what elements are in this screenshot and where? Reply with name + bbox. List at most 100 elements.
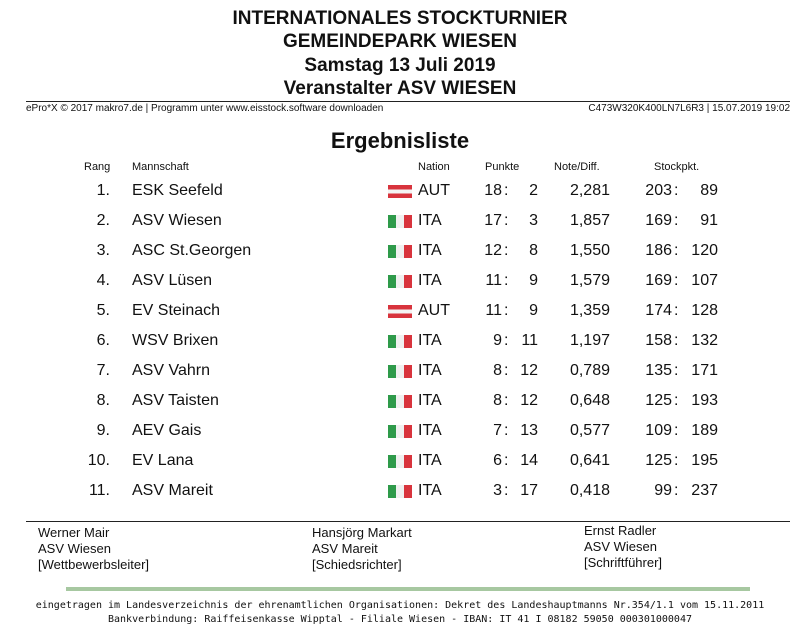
signature-club: ASV Mareit bbox=[312, 541, 378, 556]
points-won-cell: 11 bbox=[485, 272, 502, 289]
points-separator: : bbox=[504, 242, 509, 259]
stock-separator: : bbox=[674, 302, 679, 319]
team-cell: ASV Taisten bbox=[132, 392, 219, 409]
team-cell: ASV Wiesen bbox=[132, 212, 222, 229]
rank-cell: 10. bbox=[87, 452, 110, 469]
footer-registration: eingetragen im Landesverzeichnis der ehr… bbox=[35, 600, 765, 611]
rank-cell: 6. bbox=[96, 332, 110, 349]
signature-block-1: Werner Mair ASV Wiesen [Wettbewerbsleite… bbox=[38, 525, 149, 573]
points-separator: : bbox=[504, 362, 509, 379]
stock-separator: : bbox=[674, 332, 679, 349]
stock-separator: : bbox=[674, 422, 679, 439]
stock-separator: : bbox=[674, 482, 679, 499]
table-row: 2. ASV Wiesen ITA 17: 3 1,857 169: 91 bbox=[0, 206, 800, 236]
stock-points-won-cell: 203 bbox=[645, 182, 672, 199]
stock-points-lost-cell: 189 bbox=[691, 422, 718, 439]
stock-points-lost-cell: 91 bbox=[700, 212, 718, 229]
header-line-1: INTERNATIONALES STOCKTURNIER bbox=[232, 8, 568, 29]
stock-points-lost-cell: 195 bbox=[691, 452, 718, 469]
table-row: 3. ASC St.Georgen ITA 12:8 1,550 186:120 bbox=[0, 236, 800, 266]
note-diff-cell: 1,359 bbox=[569, 302, 610, 319]
column-header-punkte: Punkte bbox=[485, 161, 520, 173]
signature-role: [Schiedsrichter] bbox=[312, 557, 402, 572]
italy-flag-icon bbox=[388, 455, 412, 468]
table-row: 11. ASV Mareit ITA 3:17 0,418 99:237 bbox=[0, 476, 800, 506]
stock-points-won-cell: 99 bbox=[654, 482, 672, 499]
table-row: 1. ESK Seefeld AUT 18: 2 2,281 203: 89 bbox=[0, 176, 800, 206]
points-lost-cell: 12 bbox=[520, 362, 538, 379]
italy-flag-icon bbox=[388, 365, 412, 378]
points-separator: : bbox=[504, 272, 509, 289]
austria-flag-icon bbox=[388, 185, 412, 198]
stock-points-lost-cell: 120 bbox=[691, 242, 718, 259]
nation-cell: AUT bbox=[418, 182, 450, 199]
stock-separator: : bbox=[674, 272, 679, 289]
team-cell: EV Steinach bbox=[132, 302, 221, 319]
signature-name: Hansjörg Markart bbox=[312, 525, 412, 540]
stock-points-lost-cell: 128 bbox=[691, 302, 718, 319]
note-diff-cell: 1,197 bbox=[569, 332, 610, 349]
nation-cell: ITA bbox=[418, 452, 442, 469]
table-row: 9. AEV Gais ITA 7:13 0,577 109:189 bbox=[0, 416, 800, 446]
software-note: ePro*X © 2017 makro7.de | Programm unter… bbox=[26, 103, 384, 114]
stock-points-lost-cell: 193 bbox=[691, 392, 718, 409]
stock-points-lost-cell: 237 bbox=[691, 482, 718, 499]
nation-cell: ITA bbox=[418, 332, 442, 349]
italy-flag-icon bbox=[388, 425, 412, 438]
note-diff-cell: 1,550 bbox=[569, 242, 610, 259]
signature-club: ASV Wiesen bbox=[584, 539, 657, 554]
nation-cell: ITA bbox=[418, 242, 442, 259]
italy-flag-icon bbox=[388, 335, 412, 348]
team-cell: ASV Lüsen bbox=[132, 272, 213, 289]
rank-cell: 7. bbox=[96, 362, 110, 379]
rank-cell: 4. bbox=[96, 272, 110, 289]
nation-cell: ITA bbox=[418, 272, 442, 289]
points-won-cell: 17 bbox=[484, 212, 502, 229]
header-divider bbox=[26, 101, 790, 102]
team-cell: EV Lana bbox=[132, 452, 194, 469]
header-line-2: GEMEINDEPARK WIESEN bbox=[282, 31, 517, 52]
points-separator: : bbox=[504, 332, 509, 349]
note-diff-cell: 2,281 bbox=[569, 182, 610, 199]
points-won-cell: 8 bbox=[493, 362, 502, 379]
stock-points-won-cell: 135 bbox=[645, 362, 672, 379]
note-diff-cell: 0,418 bbox=[569, 482, 610, 499]
team-cell: AEV Gais bbox=[132, 422, 202, 439]
team-cell: ASV Mareit bbox=[132, 482, 213, 499]
austria-flag-icon bbox=[388, 305, 412, 318]
points-lost-cell: 2 bbox=[529, 182, 538, 199]
stock-points-lost-cell: 132 bbox=[691, 332, 718, 349]
table-row: 4. ASV Lüsen ITA 11:9 1,579 169:107 bbox=[0, 266, 800, 296]
rank-cell: 11. bbox=[88, 482, 110, 499]
header-line-3: Samstag 13 Juli 2019 bbox=[304, 55, 496, 76]
points-separator: : bbox=[504, 482, 509, 499]
team-cell: WSV Brixen bbox=[132, 332, 219, 349]
points-lost-cell: 9 bbox=[529, 302, 538, 319]
points-lost-cell: 3 bbox=[529, 212, 538, 229]
rank-cell: 5. bbox=[96, 302, 110, 319]
column-header-stockpkt: Stockpkt. bbox=[654, 161, 700, 173]
table-row: 8. ASV Taisten ITA 8:12 0,648 125:193 bbox=[0, 386, 800, 416]
points-lost-cell: 17 bbox=[520, 482, 538, 499]
column-header-mannschaft: Mannschaft bbox=[132, 161, 189, 173]
rank-cell: 3. bbox=[96, 242, 110, 259]
italy-flag-icon bbox=[388, 395, 412, 408]
note-diff-cell: 0,789 bbox=[569, 362, 610, 379]
stock-separator: : bbox=[674, 392, 679, 409]
nation-cell: ITA bbox=[418, 212, 442, 229]
stock-separator: : bbox=[674, 452, 679, 469]
stock-points-won-cell: 169 bbox=[645, 272, 672, 289]
points-lost-cell: 9 bbox=[529, 272, 538, 289]
rank-cell: 1. bbox=[96, 182, 110, 199]
document-code: C473W320K400LN7L6R3 | 15.07.2019 19:02 bbox=[588, 103, 790, 114]
table-row: 6. WSV Brixen ITA 9:11 1,197 158:132 bbox=[0, 326, 800, 356]
nation-cell: AUT bbox=[418, 302, 450, 319]
note-diff-cell: 0,577 bbox=[569, 422, 610, 439]
nation-cell: ITA bbox=[418, 392, 442, 409]
italy-flag-icon bbox=[388, 215, 412, 228]
page-title: Ergebnisliste bbox=[330, 128, 470, 153]
stock-points-won-cell: 174 bbox=[645, 302, 672, 319]
footer-bar bbox=[66, 587, 750, 591]
points-won-cell: 18 bbox=[484, 182, 502, 199]
note-diff-cell: 0,641 bbox=[569, 452, 610, 469]
